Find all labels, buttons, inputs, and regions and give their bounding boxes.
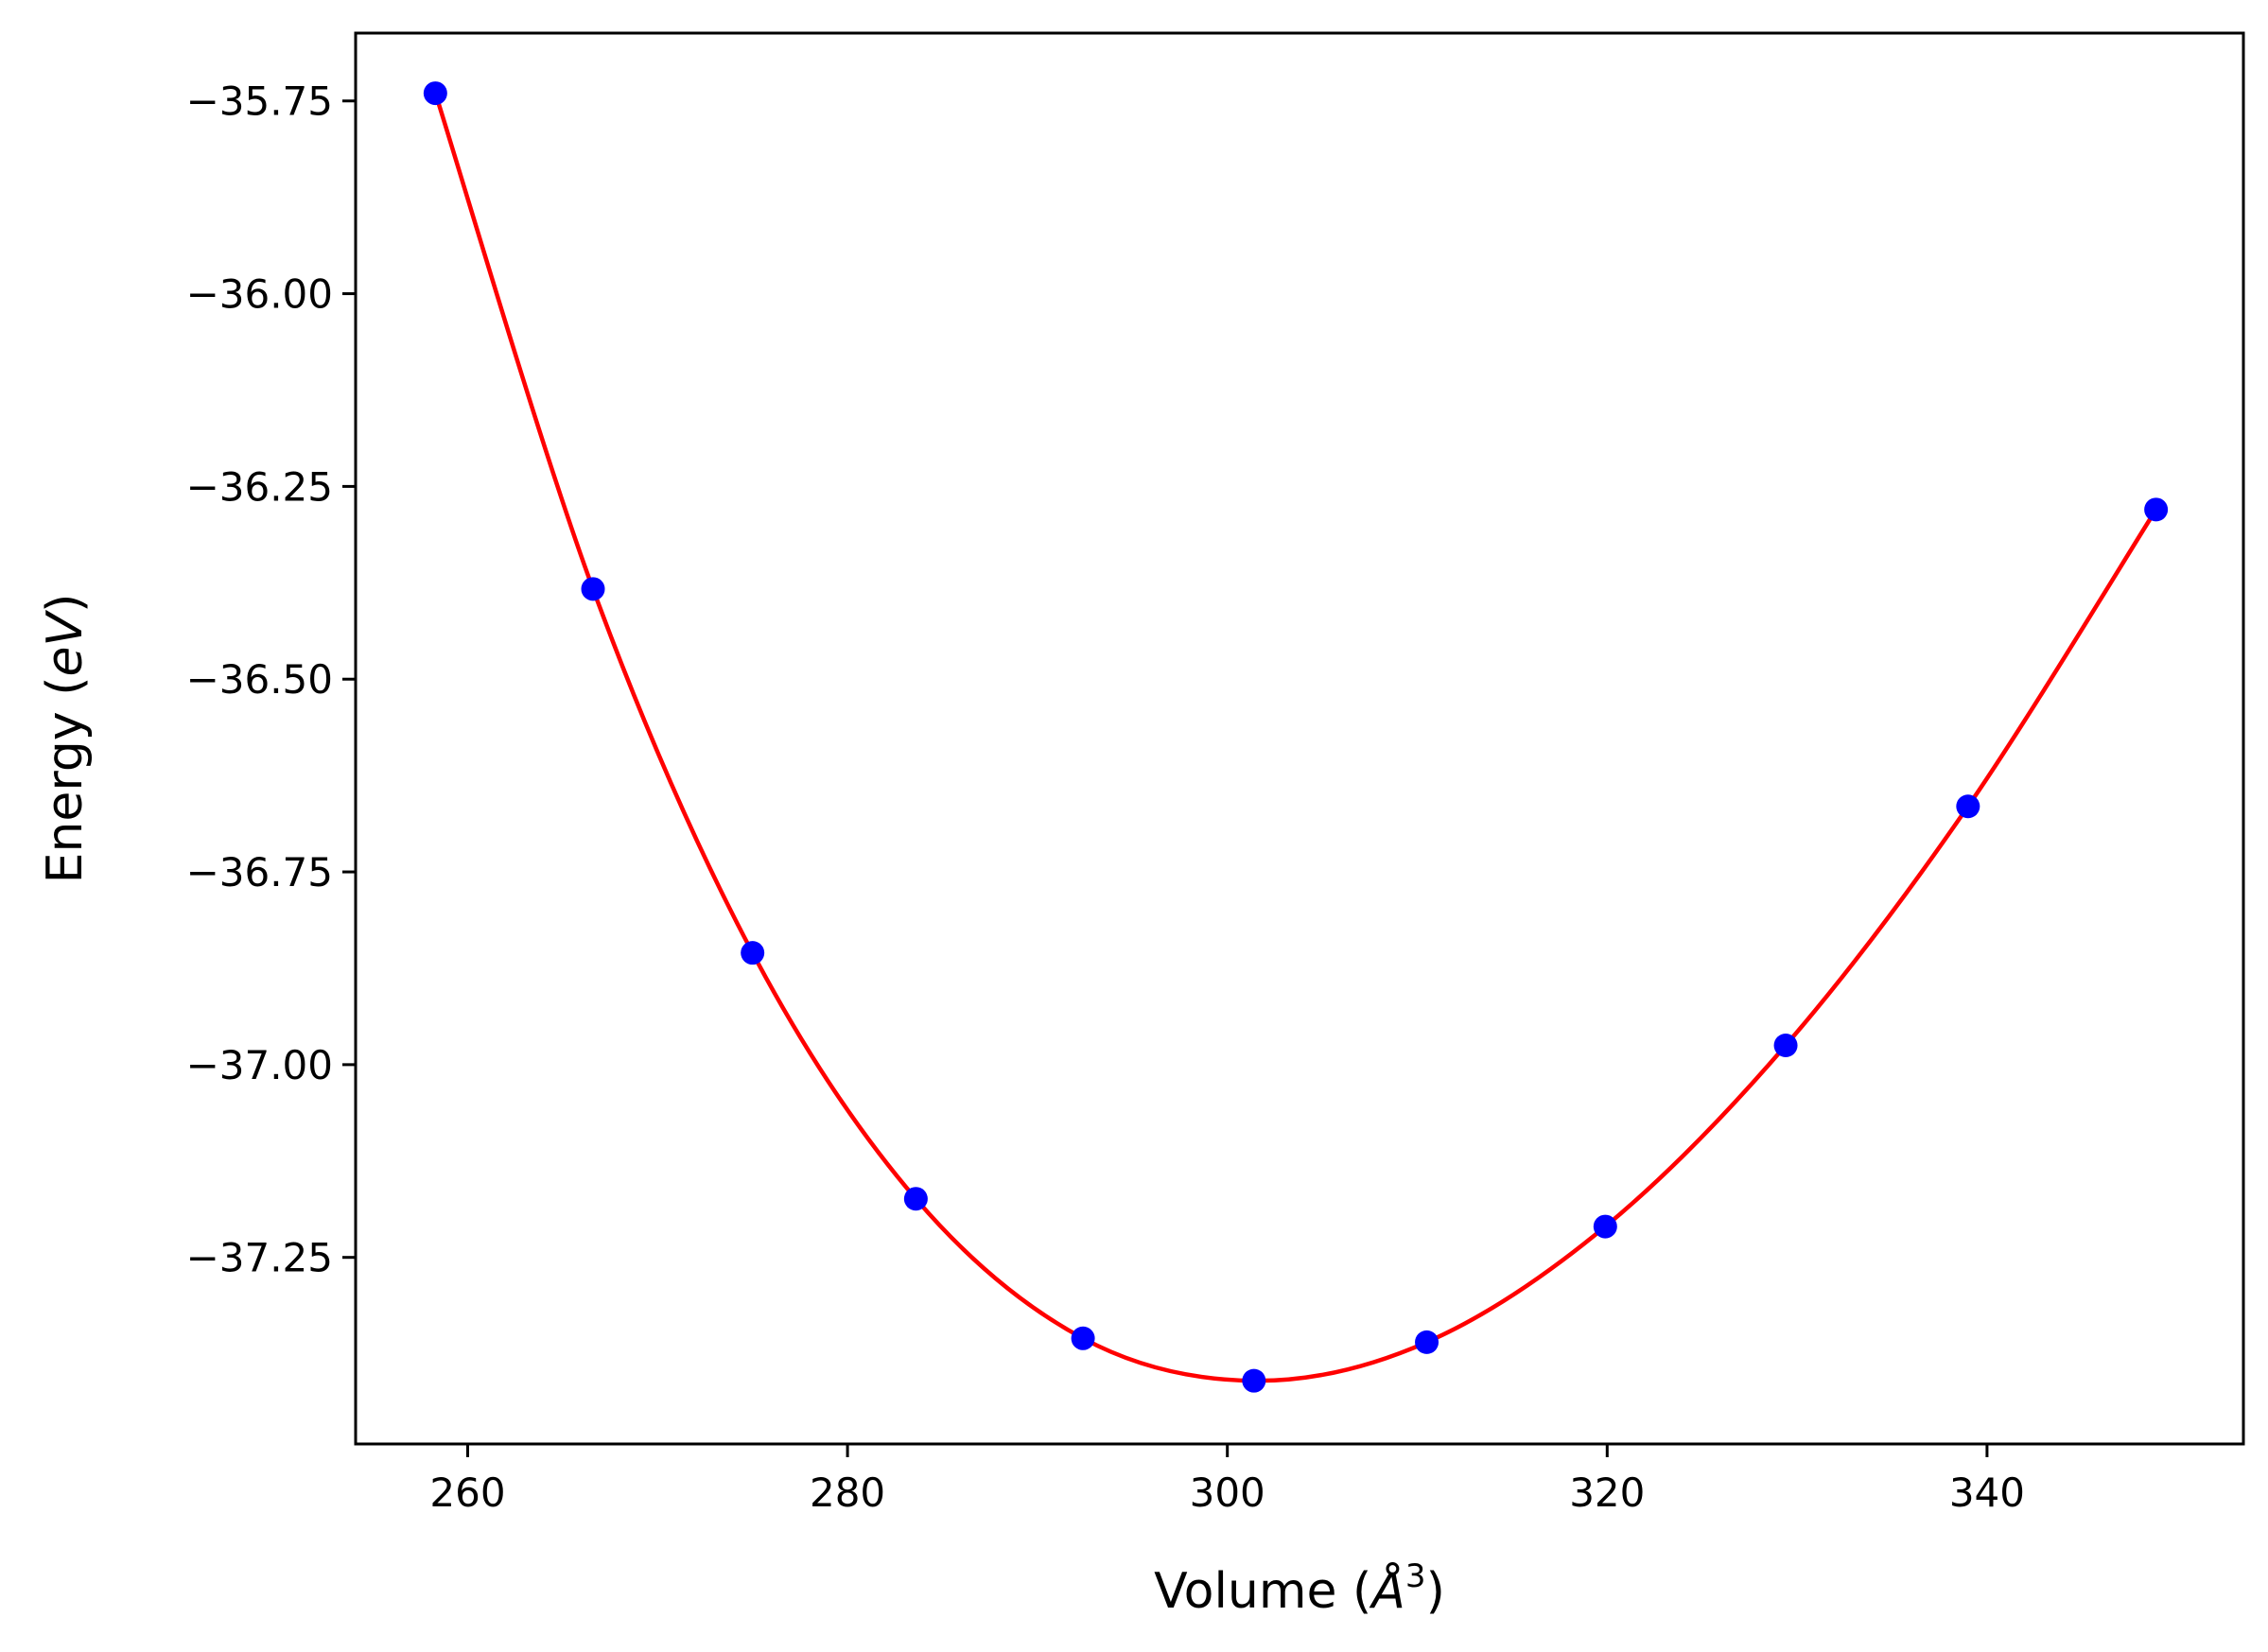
x-axis-label-prefix: Volume ( bbox=[1154, 1563, 1371, 1620]
data-point bbox=[741, 941, 765, 965]
y-axis-label-prefix: Energy ( bbox=[37, 677, 94, 884]
x-axis-ticks: 260 280 300 320 340 bbox=[429, 1444, 2025, 1516]
data-points-layer bbox=[423, 81, 2169, 1393]
fit-curve-layer bbox=[433, 92, 2158, 1383]
data-point bbox=[903, 1187, 928, 1211]
x-tick-label: 260 bbox=[429, 1469, 505, 1516]
data-point bbox=[1242, 1368, 1266, 1393]
data-point bbox=[2144, 497, 2169, 522]
y-tick-label: −36.25 bbox=[186, 463, 333, 510]
y-tick-label: −37.00 bbox=[186, 1042, 333, 1088]
x-tick-label: 320 bbox=[1569, 1469, 1645, 1516]
y-tick-label: −37.25 bbox=[186, 1235, 333, 1281]
x-tick-label: 300 bbox=[1190, 1469, 1265, 1516]
data-point bbox=[1956, 794, 1980, 819]
data-point bbox=[581, 577, 605, 601]
x-axis-label-suffix: ) bbox=[1426, 1563, 1445, 1620]
data-point bbox=[1773, 1033, 1798, 1057]
plot-area bbox=[356, 33, 2243, 1444]
y-tick-label: −36.00 bbox=[186, 271, 333, 318]
data-point bbox=[1071, 1326, 1095, 1350]
y-axis-label-unit: eV bbox=[37, 610, 94, 677]
y-axis-label-suffix: ) bbox=[37, 594, 94, 613]
x-tick-label: 280 bbox=[810, 1469, 885, 1516]
x-tick-label: 340 bbox=[1949, 1469, 2025, 1516]
plot-frame bbox=[354, 31, 2245, 1446]
y-tick-label: −35.75 bbox=[186, 78, 333, 125]
x-axis-label-unit: Å bbox=[1369, 1561, 1405, 1620]
y-axis-label: Energy (eV) bbox=[37, 594, 94, 884]
data-point bbox=[1593, 1214, 1617, 1239]
x-axis-label: Volume (Å3) bbox=[1154, 1557, 1445, 1620]
data-point bbox=[423, 81, 447, 106]
y-tick-label: −36.75 bbox=[186, 849, 333, 896]
x-axis-label-exponent: 3 bbox=[1405, 1557, 1426, 1595]
y-tick-label: −36.50 bbox=[186, 656, 333, 703]
y-axis-ticks: −35.75 −36.00 −36.25 −36.50 −36.75 −37.00 −37.… bbox=[186, 78, 356, 1281]
data-point bbox=[1415, 1330, 1439, 1354]
fit-curve-line bbox=[433, 92, 2158, 1383]
